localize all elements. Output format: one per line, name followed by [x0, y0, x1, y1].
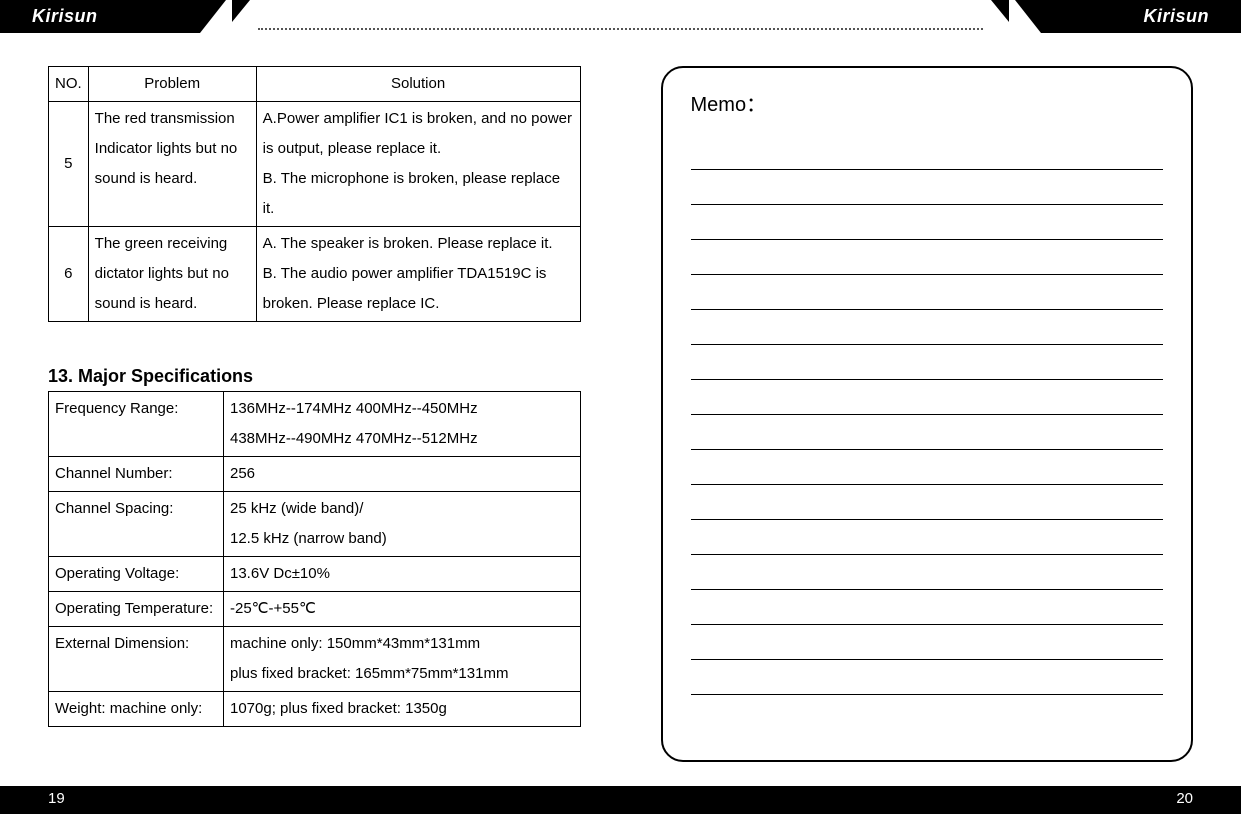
spec-label: Frequency Range: — [49, 392, 224, 457]
header-slash-left-2 — [232, 0, 250, 22]
page-footer: 19 20 — [0, 786, 1241, 814]
memo-line — [691, 205, 1164, 240]
memo-line — [691, 310, 1164, 345]
memo-line — [691, 450, 1164, 485]
spec-label: Operating Temperature: — [49, 592, 224, 627]
spec-row: Weight: machine only:1070g; plus fixed b… — [49, 692, 581, 727]
page-header: Kirisun Kirisun — [0, 0, 1241, 33]
memo-line — [691, 170, 1164, 205]
page-number-left: 19 — [48, 790, 65, 807]
cell-solution: A. The speaker is broken. Please replace… — [256, 227, 580, 322]
header-slash-right-2 — [991, 0, 1009, 22]
header-bar-left: Kirisun — [0, 0, 200, 33]
memo-lines — [691, 135, 1164, 695]
left-page: NO. Problem Solution 5The red transmissi… — [0, 66, 621, 780]
col-header-no: NO. — [49, 67, 89, 102]
memo-title: Memo： — [691, 88, 1164, 117]
spec-value: 1070g; plus fixed bracket: 1350g — [224, 692, 581, 727]
memo-line — [691, 660, 1164, 695]
memo-line — [691, 485, 1164, 520]
memo-line — [691, 380, 1164, 415]
cell-problem: The green receiving dictator lights but … — [88, 227, 256, 322]
header-dotted-rule — [258, 28, 983, 30]
cell-no: 5 — [49, 102, 89, 227]
memo-line — [691, 415, 1164, 450]
spec-label: Weight: machine only: — [49, 692, 224, 727]
page-number-right: 20 — [1176, 790, 1193, 807]
spec-value: 256 — [224, 457, 581, 492]
memo-line — [691, 240, 1164, 275]
right-page: Memo： — [621, 66, 1241, 780]
troubleshoot-body: 5The red transmission Indicator lights b… — [49, 102, 581, 322]
troubleshooting-table: NO. Problem Solution 5The red transmissi… — [48, 66, 581, 322]
spec-row: Operating Temperature:-25℃-+55℃ — [49, 592, 581, 627]
spec-row: Operating Voltage:13.6V Dc±10% — [49, 557, 581, 592]
memo-line — [691, 625, 1164, 660]
spec-value: -25℃-+55℃ — [224, 592, 581, 627]
memo-box: Memo： — [661, 66, 1194, 762]
table-row: 5The red transmission Indicator lights b… — [49, 102, 581, 227]
specs-section-title: 13. Major Specifications — [48, 366, 581, 387]
specs-body: Frequency Range:136MHz--174MHz 400MHz--4… — [49, 392, 581, 727]
brand-logo-left: Kirisun — [32, 6, 98, 27]
brand-logo-right: Kirisun — [1143, 6, 1209, 27]
manual-spread: Kirisun Kirisun NO. Problem Solution 5Th… — [0, 0, 1241, 814]
spec-label: External Dimension: — [49, 627, 224, 692]
header-slash-right — [1015, 0, 1041, 33]
memo-line — [691, 520, 1164, 555]
spec-label: Channel Number: — [49, 457, 224, 492]
col-header-problem: Problem — [88, 67, 256, 102]
spec-row: Channel Spacing:25 kHz (wide band)/12.5 … — [49, 492, 581, 557]
spec-value: 25 kHz (wide band)/12.5 kHz (narrow band… — [224, 492, 581, 557]
spec-label: Operating Voltage: — [49, 557, 224, 592]
content-area: NO. Problem Solution 5The red transmissi… — [0, 66, 1241, 780]
spec-value: 136MHz--174MHz 400MHz--450MHz438MHz--490… — [224, 392, 581, 457]
spec-label: Channel Spacing: — [49, 492, 224, 557]
memo-line — [691, 590, 1164, 625]
header-slash-left — [200, 0, 226, 33]
memo-line — [691, 275, 1164, 310]
spec-value: 13.6V Dc±10% — [224, 557, 581, 592]
specs-table: Frequency Range:136MHz--174MHz 400MHz--4… — [48, 391, 581, 727]
cell-no: 6 — [49, 227, 89, 322]
memo-line — [691, 135, 1164, 170]
table-header-row: NO. Problem Solution — [49, 67, 581, 102]
col-header-solution: Solution — [256, 67, 580, 102]
spec-value: machine only: 150mm*43mm*131mmplus fixed… — [224, 627, 581, 692]
memo-line — [691, 345, 1164, 380]
spec-row: External Dimension: machine only: 150mm*… — [49, 627, 581, 692]
spec-row: Channel Number:256 — [49, 457, 581, 492]
spec-row: Frequency Range:136MHz--174MHz 400MHz--4… — [49, 392, 581, 457]
table-row: 6The green receiving dictator lights but… — [49, 227, 581, 322]
memo-line — [691, 555, 1164, 590]
cell-solution: A.Power amplifier IC1 is broken, and no … — [256, 102, 580, 227]
header-bar-right: Kirisun — [1041, 0, 1241, 33]
cell-problem: The red transmission Indicator lights bu… — [88, 102, 256, 227]
